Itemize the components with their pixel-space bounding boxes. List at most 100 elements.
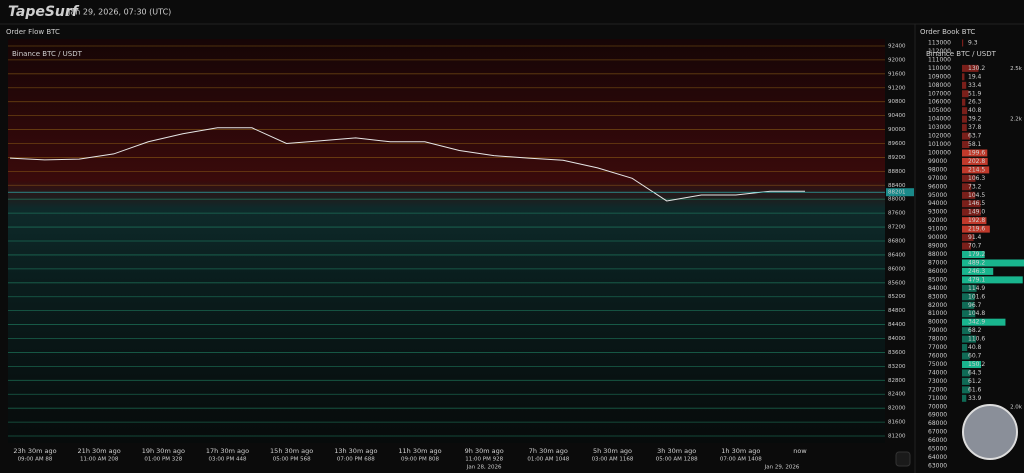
price-line xyxy=(9,127,805,202)
book-price: 82000 xyxy=(928,302,947,309)
book-bar xyxy=(962,360,982,368)
book-bar xyxy=(962,73,965,81)
book-volume: 37.8 xyxy=(968,124,982,131)
x-ago-label: 23h 30m ago xyxy=(13,447,56,455)
book-price: 85000 xyxy=(928,276,947,283)
x-ago-label: 21h 30m ago xyxy=(78,447,121,455)
panel-title: Order Flow BTC xyxy=(6,28,60,36)
book-price: 88000 xyxy=(928,251,947,258)
book-price: 78000 xyxy=(928,336,947,343)
x-ago-label: 3h 30m ago xyxy=(657,447,696,455)
book-bar xyxy=(962,267,994,275)
book-volume: 149.0 xyxy=(968,209,985,216)
x-time-label: 09:00 AM 88 xyxy=(18,457,53,463)
x-time-label: 09:00 PM 808 xyxy=(401,457,439,463)
book-bar xyxy=(962,39,964,47)
book-price: 105000 xyxy=(928,107,951,114)
x-ago-label: 19h 30m ago xyxy=(142,447,185,455)
book-volume: 68.2 xyxy=(968,327,982,334)
book-price: 77000 xyxy=(928,344,947,351)
book-bar xyxy=(962,394,967,402)
book-price: 67000 xyxy=(928,429,947,436)
book-volume: 104.8 xyxy=(968,310,985,317)
book-volume: 342.9 xyxy=(968,319,985,326)
book-price: 70000 xyxy=(928,403,947,410)
book-price: 104000 xyxy=(928,116,951,123)
book-volume: 19.4 xyxy=(968,73,982,80)
book-volume: 60.7 xyxy=(968,353,982,360)
book-bar xyxy=(962,284,977,292)
y-tick-label: 82000 xyxy=(888,406,906,412)
book-bar xyxy=(962,318,1006,326)
book-bar xyxy=(962,98,966,106)
x-ago-label: 9h 30m ago xyxy=(465,447,504,455)
y-tick-label: 86800 xyxy=(888,239,906,245)
y-tick-label: 89600 xyxy=(888,141,906,147)
y-tick-label: 86000 xyxy=(888,266,906,272)
book-volume: 150.2 xyxy=(968,361,985,368)
x-ago-label: 5h 30m ago xyxy=(593,447,632,455)
book-volume: 61.6 xyxy=(968,386,982,393)
y-tick-label: 85600 xyxy=(888,280,906,286)
book-volume: 106.3 xyxy=(968,175,985,182)
book-bar xyxy=(962,234,974,242)
book-bar xyxy=(962,200,981,208)
book-bar xyxy=(962,124,967,132)
pair-label: Binance BTC / USDT xyxy=(12,50,83,58)
book-bar xyxy=(962,293,975,301)
book-price: 63000 xyxy=(928,463,947,470)
book-bar xyxy=(962,352,970,360)
book-volume: 96.7 xyxy=(968,302,982,309)
y-tick-label: 84800 xyxy=(888,308,906,314)
book-price: 93000 xyxy=(928,209,947,216)
book-price: 101000 xyxy=(928,141,951,148)
reset-button[interactable] xyxy=(895,451,911,467)
x-time-label: 11:00 PM 928 xyxy=(465,457,503,463)
y-tick-label: 90400 xyxy=(888,113,906,119)
book-price: 102000 xyxy=(928,133,951,140)
book-price: 106000 xyxy=(928,99,951,106)
book-volume: 33.4 xyxy=(968,82,982,89)
scale-label: 2.0k xyxy=(1010,404,1023,410)
book-volume: 199.6 xyxy=(968,149,985,156)
book-price: 76000 xyxy=(928,353,947,360)
date-label: Jan 28, 2026 xyxy=(466,465,502,471)
book-price: 92000 xyxy=(928,217,947,224)
book-price: 65000 xyxy=(928,446,947,453)
book-volume: 61.2 xyxy=(968,378,982,385)
book-bar xyxy=(962,251,985,258)
x-ago-label: 17h 30m ago xyxy=(206,447,249,455)
book-volume: 104.5 xyxy=(968,192,985,199)
logo-badge xyxy=(962,404,1018,460)
logo[interactable]: TapeSurf xyxy=(8,4,80,20)
heatmap xyxy=(8,39,885,443)
book-price: 75000 xyxy=(928,361,947,368)
book-bar xyxy=(962,81,967,89)
book-price: 112000 xyxy=(928,48,951,55)
book-volume: 26.3 xyxy=(968,99,982,106)
book-bar xyxy=(962,183,972,191)
pair-label: Binance BTC / USDT xyxy=(926,50,997,58)
book-bar xyxy=(962,377,970,385)
x-time-label: 01:00 AM 1048 xyxy=(527,457,569,463)
y-tick-label: 82800 xyxy=(888,378,906,384)
book-volume: 58.1 xyxy=(968,141,982,148)
last-price-label: 88201 xyxy=(888,190,906,196)
book-price: 87000 xyxy=(928,259,947,266)
scale-label: 2.2k xyxy=(1010,117,1023,123)
x-time-label: 07:00 PM 688 xyxy=(337,457,375,463)
book-price: 90000 xyxy=(928,234,947,241)
y-tick-label: 87200 xyxy=(888,225,906,231)
book-bar xyxy=(962,64,979,72)
book-volume: 40.8 xyxy=(968,107,982,114)
book-bar xyxy=(962,335,977,343)
x-ago-label: 7h 30m ago xyxy=(529,447,568,455)
x-ago-label: 11h 30m ago xyxy=(398,447,441,455)
book-price: 71000 xyxy=(928,395,947,402)
book-bar xyxy=(962,327,971,335)
y-tick-label: 83600 xyxy=(888,350,906,356)
book-bar xyxy=(962,166,990,174)
book-bar xyxy=(962,141,970,149)
datetime: Jan 29, 2026, 07:30 (UTC) xyxy=(67,8,171,17)
